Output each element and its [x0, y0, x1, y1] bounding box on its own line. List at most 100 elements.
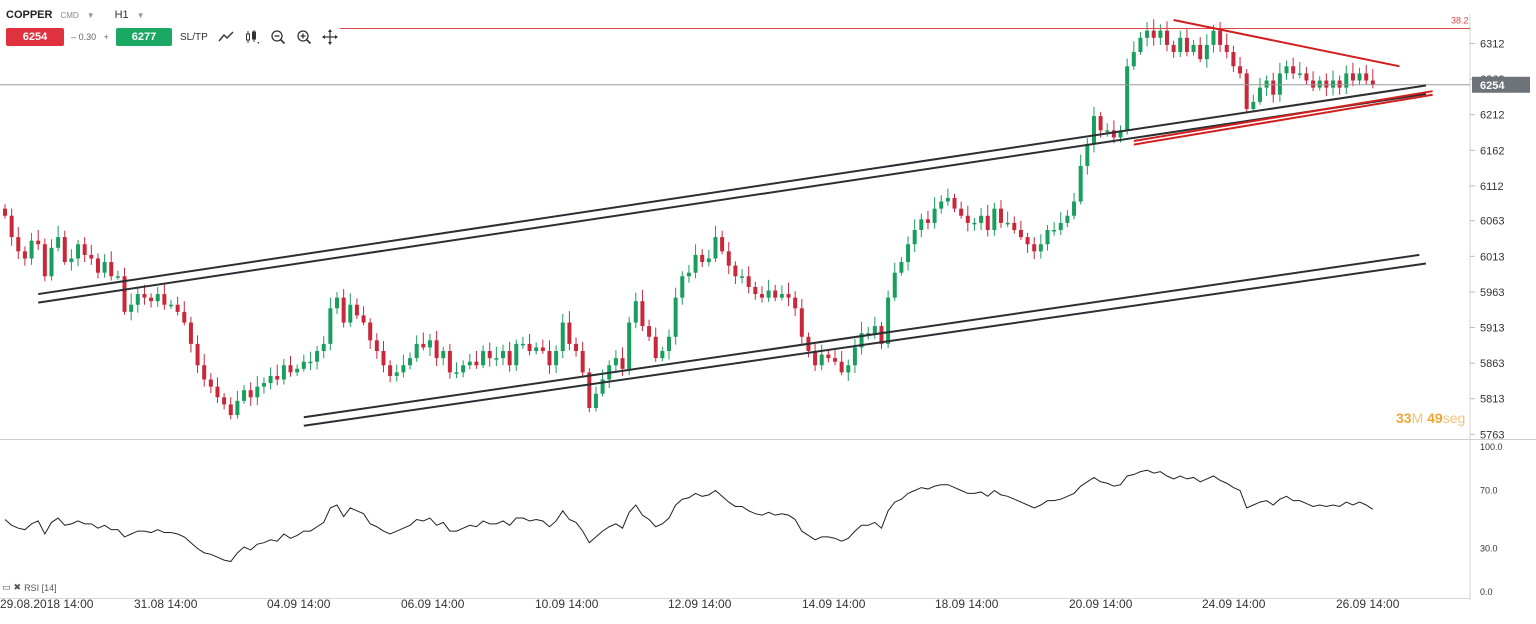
- candlestick-series: [3, 19, 1375, 420]
- candle-body: [1331, 80, 1335, 88]
- candle-body: [1038, 244, 1043, 252]
- candle-body: [540, 347, 545, 352]
- candle-body: [115, 276, 120, 278]
- candle-body: [1284, 66, 1289, 74]
- candle-body: [852, 347, 857, 366]
- candle-body: [514, 343, 519, 366]
- candle-body: [972, 222, 977, 225]
- candle-body: [999, 208, 1003, 223]
- candle-body: [388, 365, 393, 376]
- candle-body: [746, 276, 751, 287]
- candle-body: [102, 262, 107, 273]
- line-draw-icon[interactable]: [218, 29, 234, 45]
- candle-body: [162, 294, 167, 305]
- close-icon[interactable]: ✖: [13, 582, 22, 592]
- instrument-symbol[interactable]: COPPER: [6, 9, 53, 21]
- candle-body: [414, 343, 419, 359]
- candle-body: [408, 358, 413, 366]
- candle-body: [228, 404, 233, 416]
- timer-minutes: 33: [1396, 410, 1412, 426]
- candle-body: [454, 372, 459, 374]
- zoom-in-icon[interactable]: [296, 29, 312, 45]
- instrument-header: COPPER CMD ▼ H1 ▼: [6, 6, 145, 24]
- sltp-button[interactable]: SL/TP: [180, 31, 208, 43]
- spread-value: – 0.30 +: [64, 32, 116, 42]
- current-price-tag-label: 6254: [1480, 80, 1505, 92]
- trend-drawings[interactable]: 38.2 6254: [0, 16, 1530, 427]
- sell-button[interactable]: 6254: [6, 28, 64, 46]
- timeframe-selector[interactable]: H1: [114, 9, 129, 21]
- candle-body: [1018, 230, 1023, 238]
- candle-body: [700, 254, 705, 263]
- candle-body: [374, 340, 379, 352]
- time-tick-label: 26.09 14:00: [1336, 597, 1400, 611]
- candle-body: [295, 368, 300, 373]
- chevron-down-icon[interactable]: ▼: [86, 10, 95, 20]
- candle-body: [1357, 73, 1362, 81]
- candle-body: [109, 262, 114, 277]
- candle-body: [633, 301, 638, 323]
- current-price-tag: [1472, 76, 1530, 93]
- candle-body: [447, 351, 452, 373]
- candle-body: [1231, 52, 1236, 67]
- candle-body: [819, 354, 824, 366]
- time-tick-label: 10.09 14:00: [535, 597, 599, 611]
- candle-body: [1032, 244, 1037, 252]
- price-tick-label: 5913: [1480, 323, 1504, 335]
- candle-body: [753, 286, 758, 295]
- indicator-settings-icon[interactable]: ▭: [2, 582, 11, 592]
- candle-body: [494, 358, 499, 360]
- candle-body: [1264, 80, 1269, 88]
- candle-body: [288, 365, 293, 373]
- candle-body: [135, 294, 140, 305]
- candle-body: [793, 297, 798, 309]
- candle-body: [1098, 116, 1103, 131]
- candle-body: [441, 351, 446, 359]
- price-tick-label: 6013: [1480, 251, 1504, 263]
- candle-body: [1045, 230, 1050, 245]
- zoom-out-icon[interactable]: [270, 29, 286, 45]
- price-tick-label: 5763: [1480, 429, 1504, 441]
- rsi-tick-label: 100.0: [1480, 442, 1503, 452]
- rsi-indicator-label[interactable]: ▭ ✖ RSI [14]: [2, 582, 57, 593]
- candle-body: [394, 372, 399, 376]
- candle-body: [421, 343, 426, 348]
- time-tick-label: 06.09 14:00: [401, 597, 465, 611]
- candle-body: [567, 322, 572, 344]
- candle-body: [1337, 80, 1342, 88]
- candle-body: [368, 322, 373, 341]
- chevron-down-icon[interactable]: ▼: [136, 10, 145, 20]
- candle-body: [859, 333, 864, 348]
- channel-trendline: [303, 253, 1420, 419]
- candle-body: [315, 351, 320, 362]
- candle-body: [281, 365, 286, 380]
- candle-body: [979, 215, 984, 223]
- candle-body: [693, 254, 698, 273]
- candle-body: [255, 386, 260, 398]
- candle-body: [487, 351, 492, 359]
- candle-body: [1304, 73, 1309, 81]
- candle-body: [1350, 73, 1355, 81]
- candle-body: [195, 343, 200, 366]
- candle-body: [301, 361, 306, 369]
- candle-body: [335, 297, 339, 309]
- time-tick-label: 04.09 14:00: [267, 597, 331, 611]
- candle-body: [1251, 101, 1256, 109]
- candle-body: [952, 197, 957, 209]
- candle-body: [925, 219, 930, 223]
- time-tick-label: 14.09 14:00: [802, 597, 866, 611]
- candle-body: [939, 201, 944, 209]
- candlestick-type-icon[interactable]: [244, 29, 260, 45]
- buy-button[interactable]: 6277: [116, 28, 172, 46]
- candle-countdown-timer: 33M 49seg: [1396, 410, 1465, 426]
- candle-body: [341, 297, 346, 323]
- candle-body: [1085, 144, 1090, 166]
- candle-body: [1091, 116, 1096, 145]
- time-tick-label: 18.09 14:00: [935, 597, 999, 611]
- candle-body: [813, 351, 818, 366]
- candle-body: [275, 375, 280, 380]
- crosshair-icon[interactable]: [321, 29, 338, 45]
- time-tick-label: 20.09 14:00: [1069, 597, 1133, 611]
- candle-body: [1184, 37, 1189, 53]
